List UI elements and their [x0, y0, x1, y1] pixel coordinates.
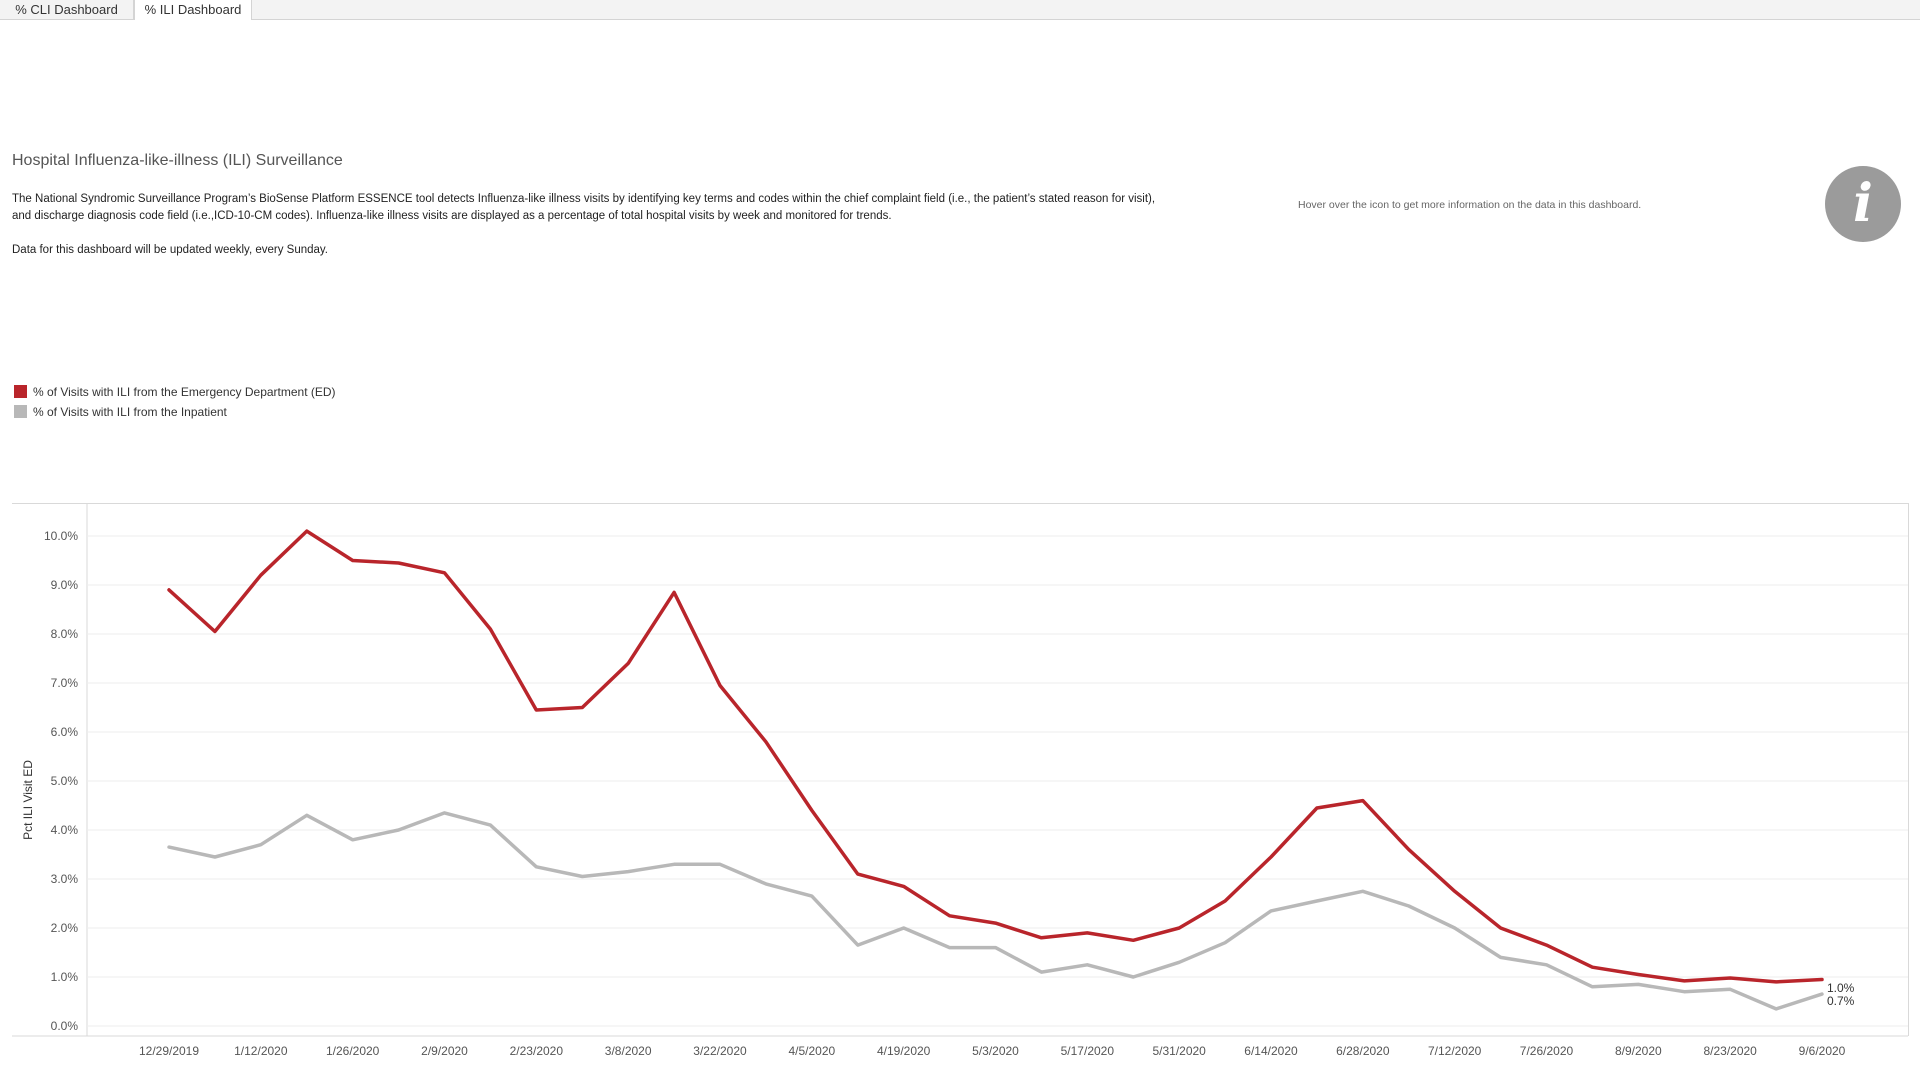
y-tick-label: 0.0%	[51, 1019, 79, 1033]
x-tick-label: 1/12/2020	[234, 1044, 288, 1058]
x-tick-label: 8/23/2020	[1703, 1044, 1757, 1058]
x-tick-label: 8/9/2020	[1615, 1044, 1662, 1058]
tab-ili-dashboard[interactable]: % ILI Dashboard	[134, 0, 252, 20]
chart-legend: % of Visits with ILI from the Emergency …	[14, 384, 336, 424]
x-tick-label: 4/19/2020	[877, 1044, 931, 1058]
tab-cli-dashboard[interactable]: % CLI Dashboard	[0, 0, 134, 19]
legend-label-inpatient: % of Visits with ILI from the Inpatient	[33, 405, 227, 419]
x-tick-label: 5/3/2020	[972, 1044, 1019, 1058]
y-tick-label: 1.0%	[51, 970, 79, 984]
y-tick-label: 9.0%	[51, 578, 79, 592]
x-tick-label: 9/6/2020	[1799, 1044, 1846, 1058]
legend-label-ed: % of Visits with ILI from the Emergency …	[33, 385, 336, 399]
update-note: Data for this dashboard will be updated …	[12, 244, 329, 256]
x-tick-label: 5/17/2020	[1061, 1044, 1115, 1058]
legend-swatch-ed	[14, 385, 27, 398]
description-line-2: and discharge diagnosis code field (i.e.…	[12, 210, 892, 222]
series-line-inpatient[interactable]	[167, 811, 1824, 1011]
x-tick-label: 12/29/2019	[139, 1044, 199, 1058]
dashboard-tab-bar: % CLI Dashboard % ILI Dashboard	[0, 0, 1920, 20]
x-tick-label: 7/26/2020	[1520, 1044, 1574, 1058]
dashboard-description: The National Syndromic Surveillance Prog…	[12, 191, 1302, 259]
y-tick-label: 6.0%	[51, 725, 79, 739]
legend-item-ed[interactable]: % of Visits with ILI from the Emergency …	[14, 384, 336, 404]
y-tick-label: 3.0%	[51, 872, 79, 886]
y-tick-label: 10.0%	[44, 529, 78, 543]
legend-swatch-inpatient	[14, 405, 27, 418]
info-icon[interactable]: i	[1825, 166, 1901, 242]
page-title: Hospital Influenza-like-illness (ILI) Su…	[12, 152, 343, 169]
x-tick-label: 6/28/2020	[1336, 1044, 1390, 1058]
x-tick-label: 4/5/2020	[788, 1044, 835, 1058]
x-tick-label: 2/9/2020	[421, 1044, 468, 1058]
description-line-1: The National Syndromic Surveillance Prog…	[12, 193, 1156, 205]
x-tick-label: 6/14/2020	[1244, 1044, 1298, 1058]
chart-frame	[12, 503, 1909, 1036]
x-tick-label: 3/8/2020	[605, 1044, 652, 1058]
end-label-inpatient: 0.7%	[1827, 994, 1855, 1008]
x-tick-label: 1/26/2020	[326, 1044, 380, 1058]
end-label-ed: 1.0%	[1827, 981, 1855, 995]
x-tick-label: 5/31/2020	[1152, 1044, 1206, 1058]
series-line-ed[interactable]	[167, 529, 1824, 984]
y-tick-label: 4.0%	[51, 823, 79, 837]
info-glyph: i	[1853, 173, 1873, 234]
y-tick-label: 8.0%	[51, 627, 79, 641]
x-tick-label: 2/23/2020	[510, 1044, 564, 1058]
x-tick-label: 7/12/2020	[1428, 1044, 1482, 1058]
legend-item-inpatient[interactable]: % of Visits with ILI from the Inpatient	[14, 404, 336, 424]
y-tick-label: 7.0%	[51, 676, 79, 690]
x-tick-label: 3/22/2020	[693, 1044, 747, 1058]
y-tick-label: 5.0%	[51, 774, 79, 788]
hover-note: Hover over the icon to get more informat…	[1298, 199, 1642, 211]
y-tick-label: 2.0%	[51, 921, 79, 935]
